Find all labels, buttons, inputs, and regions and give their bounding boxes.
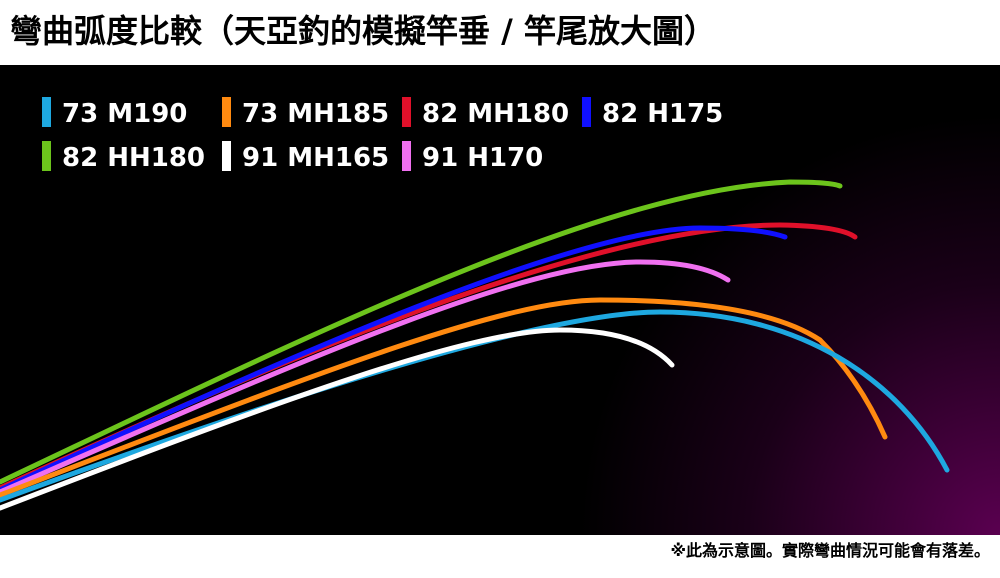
title: 彎曲弧度比較（天亞釣的模擬竿垂 / 竿尾放大圖） [10, 12, 716, 50]
legend-swatch [42, 97, 51, 127]
legend-label: 73 MH185 [242, 99, 389, 129]
legend-label: 82 HH180 [62, 143, 205, 173]
legend-label: 91 H170 [422, 143, 543, 173]
plot-background [0, 65, 1000, 535]
legend-swatch [222, 97, 231, 127]
footnote: ※此為示意圖。實際彎曲情況可能會有落差。 [670, 541, 990, 560]
legend-swatch [402, 97, 411, 127]
legend-label: 82 H175 [602, 99, 723, 129]
legend-swatch [42, 141, 51, 171]
legend-swatch [222, 141, 231, 171]
curve [0, 225, 788, 493]
legend-swatch [582, 97, 591, 127]
legend-label: 82 MH180 [422, 99, 569, 129]
legend-label: 91 MH165 [242, 143, 389, 173]
curve [0, 259, 731, 495]
curve [0, 327, 675, 511]
legend-swatch [402, 141, 411, 171]
curve [0, 179, 843, 485]
legend-label: 73 M190 [62, 99, 187, 129]
header-band [0, 0, 1000, 65]
